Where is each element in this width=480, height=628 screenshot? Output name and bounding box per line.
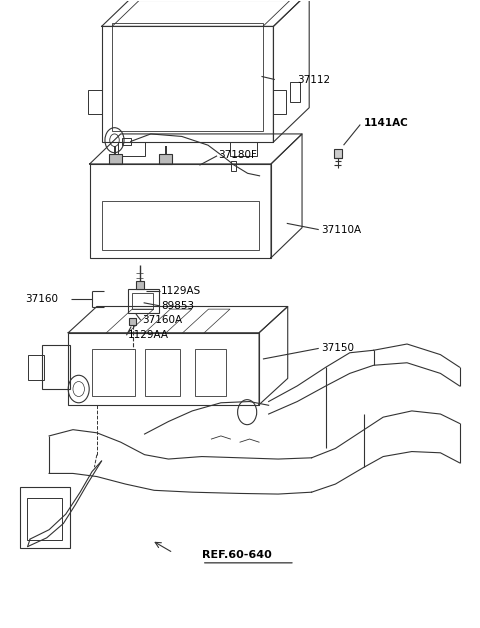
Text: 89853: 89853	[161, 301, 194, 311]
Bar	[136, 281, 144, 289]
Text: 37110A: 37110A	[321, 225, 361, 235]
Bar	[144, 349, 180, 396]
Bar	[132, 293, 153, 309]
Text: 37150: 37150	[321, 344, 354, 354]
Bar	[128, 289, 159, 313]
Bar	[92, 349, 135, 396]
Text: 37112: 37112	[297, 75, 330, 85]
Bar	[112, 23, 263, 131]
Bar	[231, 161, 236, 171]
Bar	[27, 498, 61, 540]
Text: REF.60-640: REF.60-640	[202, 550, 272, 560]
Text: 37160A: 37160A	[142, 315, 182, 325]
Bar	[122, 138, 131, 145]
Bar	[102, 202, 259, 250]
Text: 1129AA: 1129AA	[128, 330, 169, 340]
Bar	[68, 333, 259, 404]
Bar	[129, 318, 136, 325]
Bar	[88, 90, 102, 114]
Text: 37180F: 37180F	[218, 149, 257, 160]
Text: 37160: 37160	[25, 294, 58, 304]
Text: 1141AC: 1141AC	[364, 118, 409, 128]
Bar	[102, 26, 274, 142]
Bar	[230, 142, 257, 156]
Text: 1129AS: 1129AS	[161, 286, 202, 296]
Bar	[20, 487, 70, 548]
Bar	[90, 164, 271, 257]
Bar	[289, 82, 300, 102]
Bar	[274, 90, 286, 114]
Bar	[159, 154, 172, 164]
Bar	[109, 154, 122, 164]
Bar	[118, 142, 144, 156]
Bar	[334, 149, 342, 158]
Bar	[195, 349, 226, 396]
Bar	[28, 355, 44, 380]
Bar	[42, 345, 70, 389]
